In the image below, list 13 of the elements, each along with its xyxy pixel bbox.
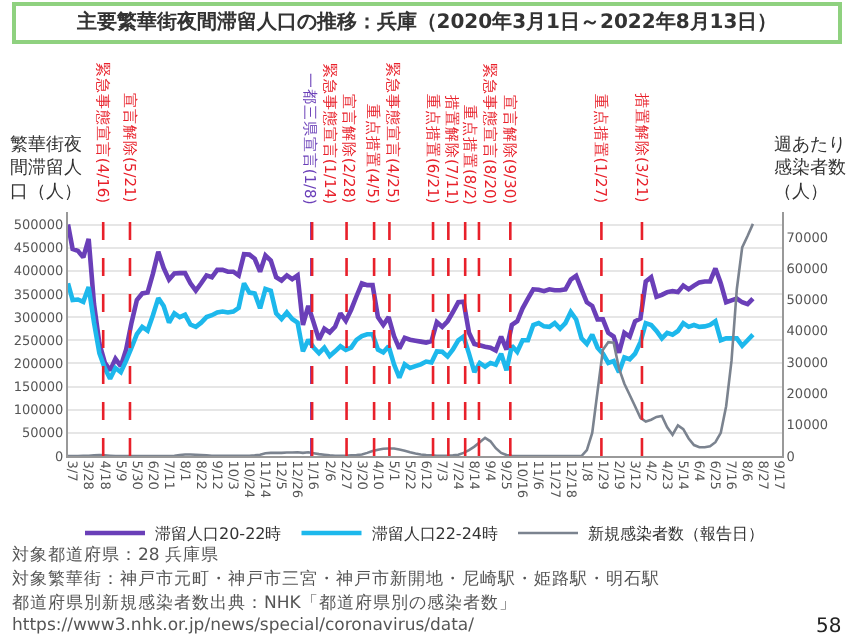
y-axis-title: 繁華街夜間滞留人口（人） (10, 134, 82, 203)
chart-title: 主要繁華街夜間滞留人口の推移：兵庫（2020年3月1日～2022年8月13日） (12, 2, 842, 44)
text: 対象都道府県：28 兵庫県 (12, 544, 220, 566)
text: 58 (816, 616, 842, 638)
line-series (68, 281, 756, 381)
text: 対象繁華街：神戸市元町・神戸市三宮・神戸市新開地・尼崎駅・姫路駅・明石駅 (12, 568, 660, 590)
legend-label: 滞留人口20-22時 (155, 525, 282, 544)
text: 都道府県別新規感染者数出典：NHK「都道府県別の感染者数」 (12, 592, 517, 614)
text: https://www3.nhk.or.jp/news/special/coronavirus/data/ (12, 616, 475, 636)
y2-axis-title: 週あたり感染者数（人） (774, 134, 846, 203)
line-series (68, 222, 755, 456)
legend-label: 滞留人口22-24時 (371, 525, 498, 544)
legend-label: 新規感染者数（報告日） (588, 525, 764, 544)
